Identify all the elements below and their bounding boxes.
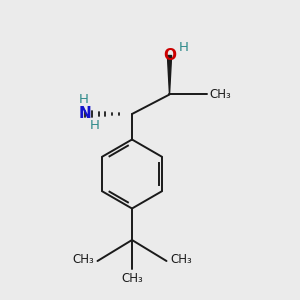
Polygon shape (167, 56, 172, 94)
Text: H: H (179, 40, 189, 54)
Text: H: H (79, 93, 89, 106)
Text: O: O (163, 48, 176, 63)
Text: CH₃: CH₃ (170, 253, 192, 266)
Text: H: H (90, 119, 99, 132)
Text: N: N (79, 106, 92, 122)
Text: CH₃: CH₃ (72, 253, 94, 266)
Text: CH₃: CH₃ (209, 88, 231, 101)
Text: CH₃: CH₃ (121, 272, 143, 284)
